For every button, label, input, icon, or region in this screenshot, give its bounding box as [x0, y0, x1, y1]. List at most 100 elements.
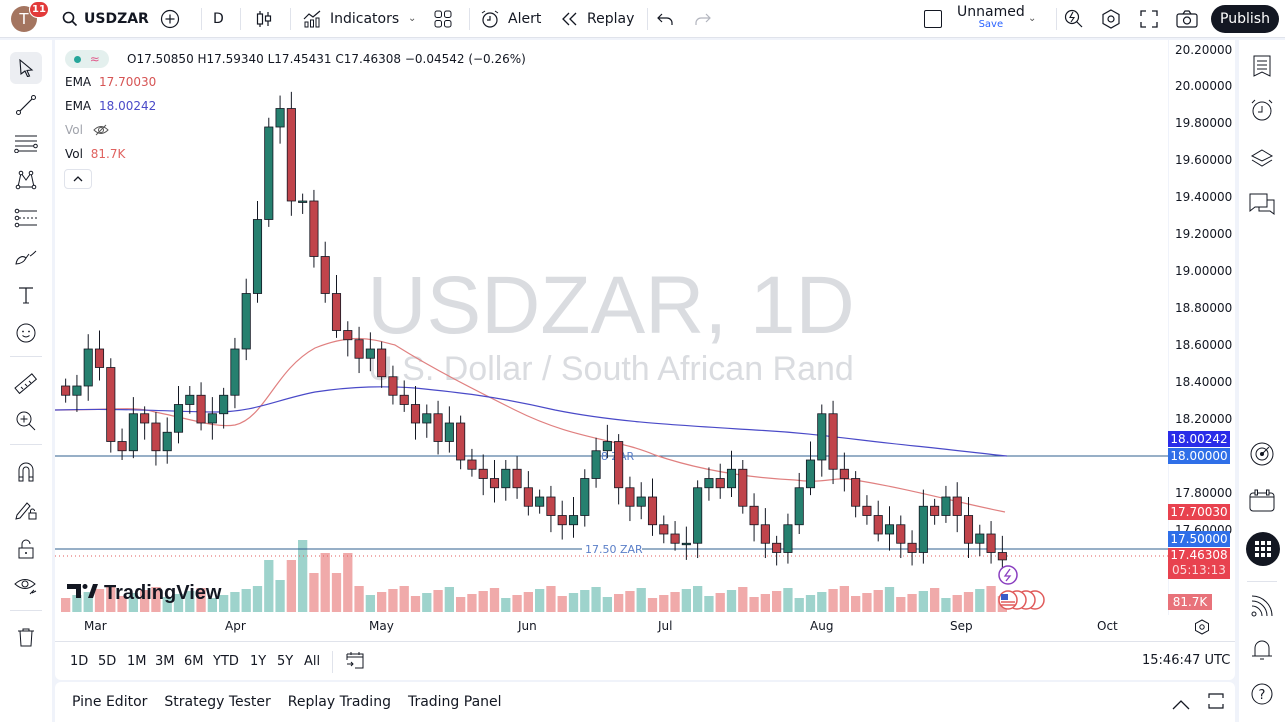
tab-pine-editor[interactable]: Pine Editor [72, 694, 148, 710]
range-all[interactable]: All [304, 654, 321, 669]
tab-strategy-tester[interactable]: Strategy Tester [164, 694, 271, 710]
notifications-button[interactable] [1246, 634, 1278, 666]
range-5d[interactable]: 5D [98, 654, 117, 669]
indicators-dropdown[interactable]: ⌄ [408, 0, 416, 38]
fib-tool[interactable] [10, 202, 42, 234]
redo-button[interactable] [695, 0, 711, 38]
us-economic-events-icon[interactable] [998, 590, 1045, 610]
trend-line-tool[interactable] [10, 89, 42, 121]
trash-icon [18, 628, 34, 647]
news-stream-button[interactable] [1246, 590, 1278, 622]
alert-button[interactable]: Alert [480, 0, 541, 38]
expand-panel-button[interactable] [1172, 695, 1190, 714]
goto-date-button[interactable] [346, 651, 364, 673]
range-5y[interactable]: 5Y [277, 654, 294, 669]
divider [240, 8, 241, 30]
save-link[interactable]: Save [978, 19, 1004, 30]
brush-tool[interactable] [10, 241, 42, 273]
time-tick: Mar [84, 619, 107, 633]
lock-drawings-tool[interactable] [10, 533, 42, 565]
chart-pane[interactable]: USDZAR, 1D U.S. Dollar / South African R… [55, 40, 1235, 680]
rewind-icon [562, 12, 577, 25]
collapse-legend-button[interactable] [64, 169, 92, 189]
layout-dropdown[interactable]: ⌄ [1028, 0, 1036, 38]
legend-status-pill[interactable]: ≈ [65, 50, 109, 68]
snapshot-button[interactable] [1176, 0, 1198, 38]
target-icon [1250, 442, 1274, 466]
settings-button[interactable] [1101, 0, 1121, 38]
object-tree-button[interactable] [1246, 142, 1278, 174]
calendar-button[interactable] [1246, 484, 1278, 516]
tab-replay-trading[interactable]: Replay Trading [287, 694, 391, 710]
time-tick: Apr [225, 619, 246, 633]
quick-search-button[interactable] [1064, 0, 1084, 38]
tradingview-logo[interactable]: TradingView [67, 582, 222, 604]
cursor-tool[interactable] [10, 52, 42, 84]
time-tick: May [369, 619, 394, 633]
price-tick: 19.20000 [1175, 227, 1233, 241]
time-tick: Sep [950, 619, 973, 633]
replay-button[interactable]: Replay [561, 0, 634, 38]
watermark-title: USDZAR, 1D [367, 260, 855, 351]
range-3m[interactable]: 3M [155, 654, 175, 669]
indicators-button[interactable]: Indicators [302, 0, 399, 38]
utc-clock[interactable]: 15:46:47 UTC [1142, 653, 1231, 668]
price-tick: 18.40000 [1175, 375, 1233, 389]
interval-button[interactable]: D [213, 10, 224, 27]
multi-chart-toggle[interactable] [924, 0, 942, 38]
help-button[interactable]: ? [1246, 678, 1278, 710]
horizontal-lines-icon [14, 135, 38, 153]
zoom-in-tool[interactable] [10, 405, 42, 437]
vol-legend[interactable]: Vol 81.7K [65, 147, 126, 161]
price-axis[interactable] [1168, 40, 1235, 615]
maximize-panel-button[interactable] [1208, 693, 1224, 713]
chart-settings-button[interactable] [1194, 619, 1210, 639]
ema-slow-legend[interactable]: EMA 18.00242 [65, 99, 157, 113]
layout-name-button[interactable]: Unnamed Save [957, 4, 1025, 30]
text-tool[interactable] [10, 279, 42, 311]
chats-button[interactable] [1246, 188, 1278, 220]
fullscreen-button[interactable] [1140, 0, 1158, 38]
time-axis[interactable] [55, 615, 1168, 639]
svg-text:?: ? [1259, 688, 1266, 703]
layouts-button[interactable] [434, 0, 452, 38]
emoji-tool[interactable] [10, 317, 42, 349]
watchlist-button[interactable] [1246, 50, 1278, 82]
compare-symbol-button[interactable] [160, 0, 180, 38]
hide-drawings-tool[interactable] [10, 570, 42, 602]
measure-tool[interactable] [10, 368, 42, 400]
apps-grid-icon [1255, 541, 1271, 557]
eye-crossed-icon[interactable] [93, 124, 109, 136]
range-6m[interactable]: 6M [184, 654, 204, 669]
hotlists-button[interactable] [1246, 438, 1278, 470]
data-delay-icon: ≈ [89, 52, 100, 66]
vol-hidden-legend[interactable]: Vol [65, 123, 109, 137]
divider [201, 8, 202, 30]
divider [10, 444, 42, 445]
earnings-event-icon[interactable] [998, 565, 1018, 585]
range-ytd[interactable]: YTD [213, 654, 239, 669]
products-button[interactable] [1246, 532, 1280, 566]
remove-drawings-tool[interactable] [10, 621, 42, 653]
undo-button[interactable] [657, 0, 673, 38]
lightning-search-icon [1064, 9, 1083, 27]
alerts-button[interactable] [1246, 94, 1278, 126]
pattern-tool[interactable] [10, 164, 42, 196]
drawing-mode-lock[interactable] [10, 494, 42, 526]
ema-slow-price-label: 18.00242 [1168, 431, 1230, 447]
range-1m[interactable]: 1M [127, 654, 147, 669]
range-1y[interactable]: 1Y [250, 654, 267, 669]
text-icon [19, 287, 33, 304]
magnet-tool[interactable] [10, 456, 42, 488]
chart-type-button[interactable] [255, 0, 273, 38]
price-chart[interactable]: USDZAR, 1D U.S. Dollar / South African R… [55, 40, 1168, 615]
publish-button[interactable]: Publish [1211, 5, 1279, 33]
ema-fast-legend[interactable]: EMA 17.70030 [65, 75, 157, 89]
range-1d[interactable]: 1D [70, 654, 89, 669]
divider [332, 651, 333, 673]
price-tick: 19.80000 [1175, 116, 1233, 130]
parallel-lines-tool[interactable] [10, 127, 42, 159]
tab-trading-panel[interactable]: Trading Panel [407, 694, 502, 710]
symbol-search-button[interactable]: USDZAR [62, 0, 149, 38]
candlestick-icon [256, 10, 272, 27]
